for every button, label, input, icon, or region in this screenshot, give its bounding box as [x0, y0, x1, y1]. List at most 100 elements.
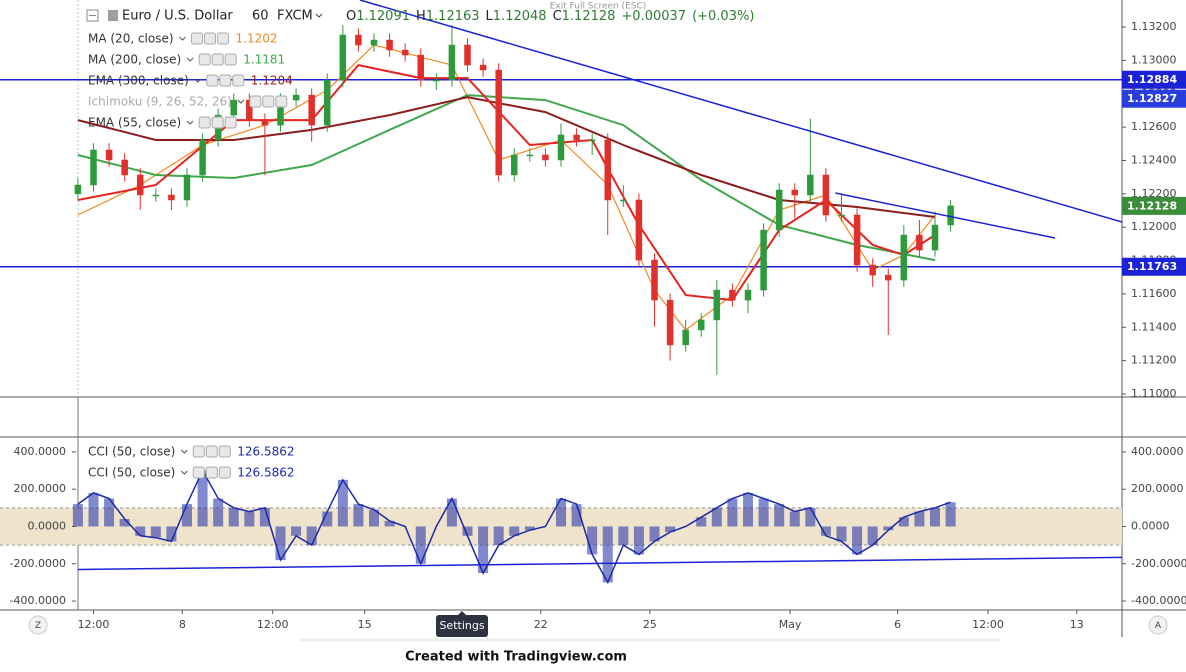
legend-icon-button[interactable] [218, 445, 231, 458]
price-pane [0, 0, 1122, 375]
legend-name: MA (20, close) [88, 32, 174, 46]
legend-icon-button[interactable] [211, 53, 224, 66]
candle-body [339, 34, 347, 81]
x-tick-label: 15 [358, 618, 372, 631]
cci-bar [259, 507, 270, 527]
scale-button[interactable] [28, 615, 48, 635]
x-tick-label: 12:00 [257, 618, 289, 631]
cci-bar [774, 504, 785, 527]
cci-bar [711, 507, 722, 527]
legend-icon-button[interactable] [219, 74, 232, 87]
candle-body [199, 139, 206, 176]
cci-line [77, 468, 951, 585]
collapse-icon[interactable] [86, 9, 99, 22]
legend-icon-button[interactable] [275, 95, 288, 108]
y-tick-label: 1.12000 [1131, 220, 1177, 233]
ohlc-text: O1.12091 H1.12163 L1.12048 C1.12128 +0.00037… [346, 9, 754, 24]
legend-chevron[interactable] [180, 470, 188, 475]
x-tick-label: 8 [179, 618, 186, 631]
legend-value: 1.1202 [236, 32, 278, 46]
change: +0.00037 [621, 9, 686, 24]
cci-bar [369, 509, 379, 527]
legend-value: 126.5862 [237, 466, 294, 480]
exchange-menu-chevron[interactable] [315, 13, 323, 18]
cci-bar [119, 519, 130, 527]
candle-body [168, 194, 175, 201]
price-label-box [1122, 89, 1186, 108]
legend-icon-button[interactable] [262, 95, 275, 108]
legend-icon-button[interactable] [249, 95, 262, 108]
y-tick-label: 0.0000 [28, 519, 67, 532]
x-tick-label: 12:00 [78, 618, 110, 631]
legend-icon-button[interactable] [191, 32, 204, 45]
cci-bar [930, 507, 940, 527]
x-tick-label: 6 [894, 618, 901, 631]
legend-chevron[interactable] [237, 99, 245, 104]
legend-chevron[interactable] [179, 36, 186, 41]
cci-bar [182, 504, 192, 527]
scale-button[interactable] [1148, 615, 1168, 635]
candle-body [885, 274, 892, 281]
candle-body [448, 44, 456, 81]
cci-bar [696, 517, 707, 527]
legend-icon-button[interactable] [211, 116, 224, 129]
legend-icon-button[interactable] [217, 32, 230, 45]
cci-bar [337, 479, 348, 527]
legend-icon-button[interactable] [192, 466, 205, 479]
cci-bar [743, 492, 753, 527]
candle-body [791, 189, 798, 196]
candle-body [495, 69, 502, 176]
candle-body [666, 299, 674, 346]
legend-icon-button[interactable] [218, 466, 231, 479]
candle-body [152, 194, 160, 197]
cci-bar [883, 526, 894, 531]
cci-bar [836, 526, 847, 542]
y-tick-label: 0.0000 [1131, 519, 1170, 532]
footer: Created with Tradingview.com [405, 650, 627, 665]
candle-body [635, 199, 643, 261]
legend-icon-button[interactable] [224, 116, 237, 129]
cci-bar [914, 511, 925, 527]
cci-bar [322, 511, 333, 527]
cci-bar [228, 507, 239, 527]
candle-body [853, 214, 861, 266]
exit-full-screen[interactable]: Exit Full Screen (ESC) [550, 2, 647, 12]
candle-body [137, 174, 144, 196]
y-tick-label: -400.0000 [10, 594, 66, 607]
legend-chevron[interactable] [186, 120, 194, 125]
cci-bar [275, 526, 286, 561]
ohlc-value: 1.12163 [426, 9, 480, 24]
ohlc-label: C [553, 9, 562, 24]
y-tick-label: 1.13000 [1131, 53, 1177, 66]
legend-icon-button[interactable] [198, 116, 211, 129]
scale-button-label[interactable]: A [1155, 621, 1162, 631]
trend-line [835, 192, 1056, 239]
candle-body [838, 214, 845, 217]
legend-icon-button[interactable] [198, 53, 211, 66]
legend-chevron[interactable] [194, 78, 202, 83]
legend-icon-button[interactable] [192, 445, 205, 458]
legend-icon-button[interactable] [205, 466, 218, 479]
cci-bar [135, 526, 146, 536]
ohlc-label: H [416, 9, 426, 24]
legend-chevron[interactable] [186, 57, 194, 62]
legend-icon-button[interactable] [205, 445, 218, 458]
y-tick-label: 400.0000 [1131, 445, 1184, 458]
candle-body [90, 149, 97, 186]
y-tick-label: -200.0000 [10, 557, 66, 570]
legend-icon-button[interactable] [206, 74, 219, 87]
price-label: 1.11763 [1127, 260, 1177, 273]
legend-icon-button[interactable] [204, 32, 217, 45]
x-tick-label: 25 [643, 618, 657, 631]
trend-line [359, 0, 1122, 223]
scale-button-label[interactable]: Z [35, 621, 41, 631]
settings-tooltip: Settings [439, 619, 484, 632]
legend-icon-button[interactable] [232, 74, 245, 87]
cci-bar [213, 498, 224, 527]
x-tick-label: May [779, 618, 802, 631]
legend-chevron[interactable] [180, 449, 188, 454]
cci-bar [88, 492, 99, 527]
legend-icon-button[interactable] [224, 53, 237, 66]
price-label: 1.12128 [1127, 199, 1177, 212]
